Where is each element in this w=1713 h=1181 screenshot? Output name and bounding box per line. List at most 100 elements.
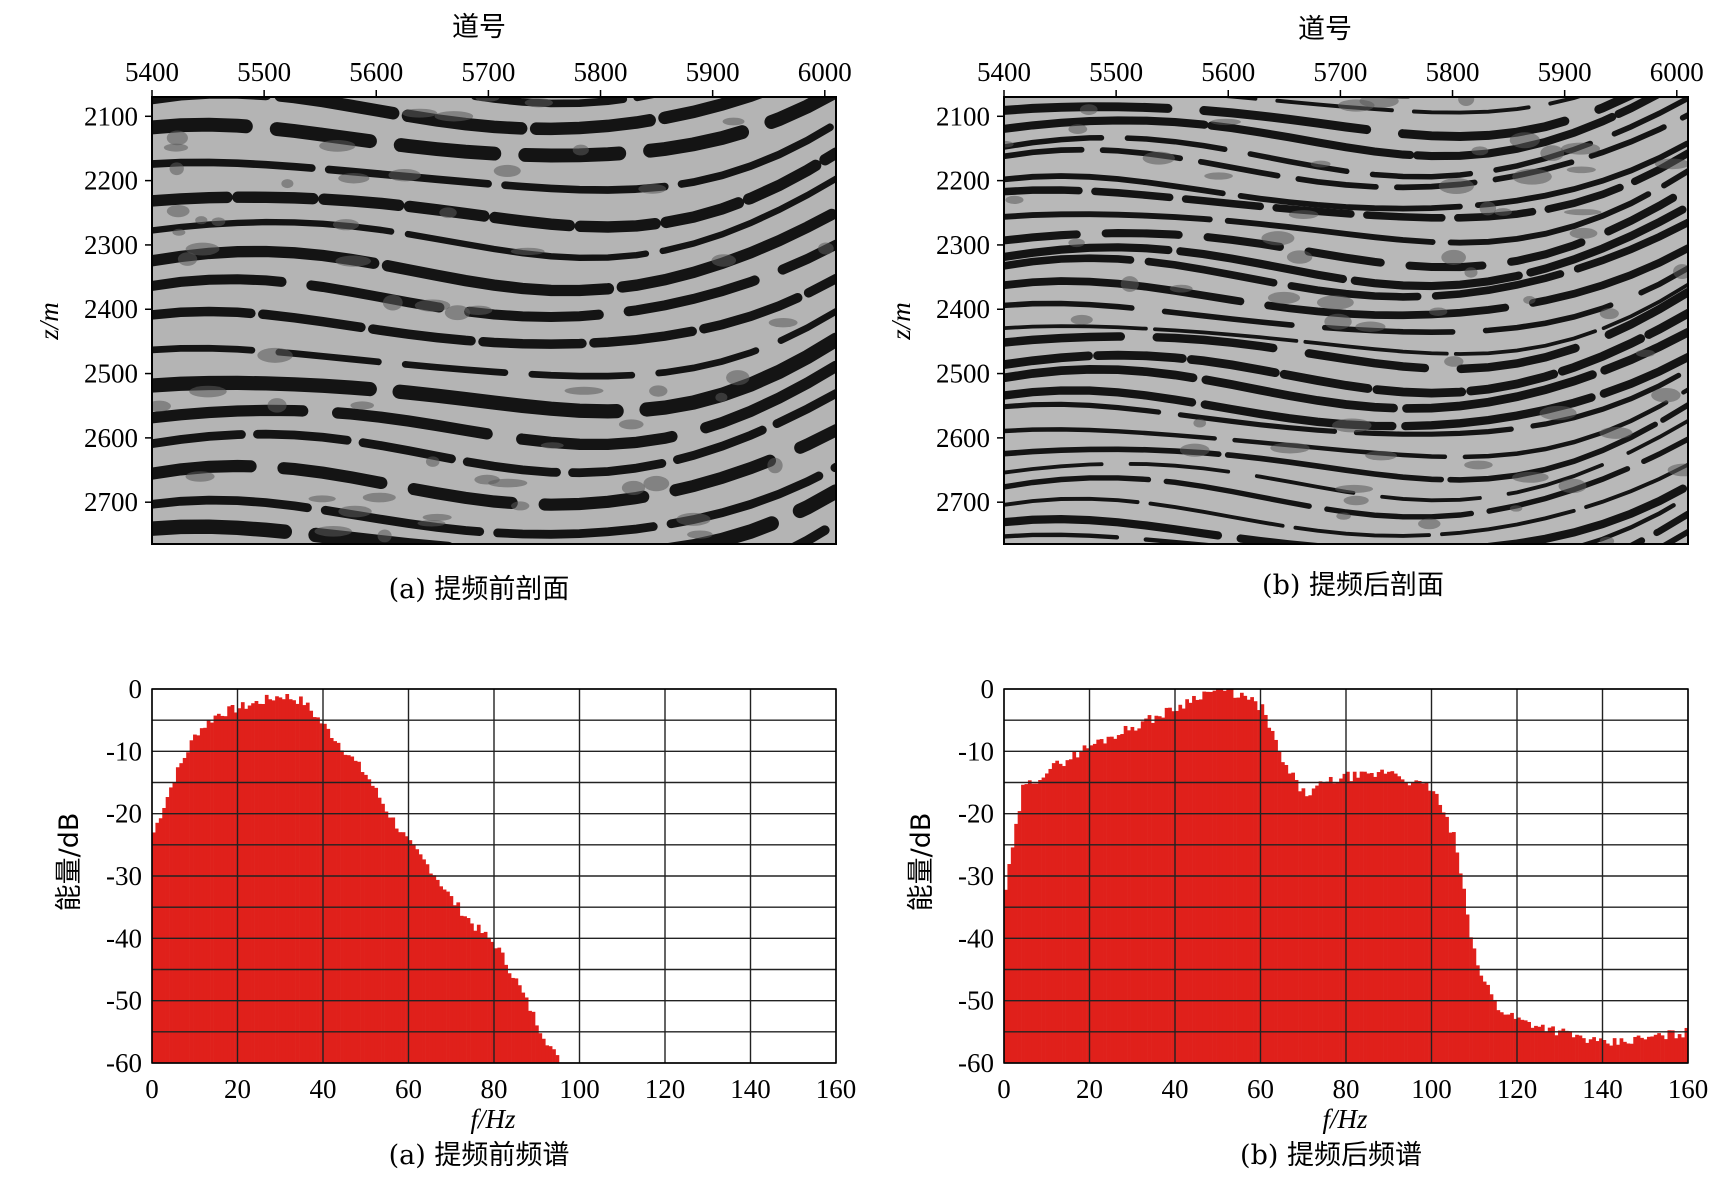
spectrum-b-bars — [1004, 689, 1689, 1063]
spectrum-bar — [223, 716, 228, 1063]
spectrum-bar — [309, 710, 314, 1063]
spectrum-bar — [1058, 763, 1063, 1063]
spectrum-bar — [329, 738, 334, 1063]
spectrum-a-ylabel: 能量/dB — [54, 813, 85, 912]
spectrum-bar — [1014, 823, 1018, 1063]
spectrum-bar — [1257, 710, 1261, 1063]
spectrum-bar — [1561, 1028, 1566, 1063]
spectrum-bar — [1629, 1043, 1634, 1063]
spectrum-bar — [1551, 1026, 1555, 1063]
spectrum-bar — [1328, 776, 1333, 1063]
spectrum-bar — [1311, 788, 1316, 1063]
spectrum-bar — [1233, 697, 1237, 1063]
spectrum-bar — [162, 807, 166, 1063]
spectrum-bar — [1677, 1034, 1682, 1063]
spectrum-bar — [1209, 691, 1213, 1063]
spectrum-bar — [1192, 695, 1196, 1063]
spectrum-bar — [463, 916, 467, 1063]
spectrum-bar — [1243, 695, 1248, 1063]
spectrum-bar — [1431, 791, 1436, 1063]
spectrum-bar — [422, 859, 426, 1063]
spectrum-bar — [1004, 889, 1008, 1063]
spectrum-bar — [1342, 773, 1347, 1063]
spectrum-bar — [1448, 832, 1453, 1063]
reflector-line — [1004, 149, 1688, 222]
amplitude-patch — [152, 400, 171, 412]
amplitude-patch — [1563, 209, 1602, 216]
spectrum-bar — [1301, 788, 1306, 1063]
spectrum-bar — [1065, 760, 1070, 1063]
amplitude-patch — [618, 419, 644, 430]
amplitude-patch — [510, 247, 545, 256]
spectrum-bar — [1325, 781, 1330, 1063]
y-tick-label: 2600 — [936, 423, 990, 453]
amplitude-patch — [185, 242, 220, 256]
amplitude-patch — [163, 143, 189, 152]
amplitude-patch — [1288, 210, 1319, 220]
amplitude-patch — [1335, 484, 1374, 493]
spectrum-bar — [1595, 1041, 1600, 1063]
spectrum-bar — [1315, 785, 1319, 1063]
spectrum-bar — [504, 964, 508, 1063]
x-tick-label: 100 — [559, 1074, 600, 1104]
spectrum-bar — [1636, 1035, 1641, 1063]
spectrum-bar — [1428, 790, 1432, 1063]
x-tick-label: 5900 — [1538, 57, 1592, 87]
amplitude-patch — [1471, 146, 1489, 156]
amplitude-patch — [332, 219, 360, 231]
section-b-caption: (b) 提频后剖面 — [1262, 570, 1444, 601]
reflector-line — [1004, 0, 1688, 6]
amplitude-patch — [1441, 249, 1466, 266]
amplitude-patch — [444, 305, 471, 321]
spectrum-bar — [401, 832, 406, 1063]
spectrum-bar — [1664, 1039, 1668, 1063]
reflector-line — [152, 175, 836, 261]
x-tick-label: 80 — [481, 1074, 508, 1104]
spectrum-bar — [1602, 1040, 1607, 1063]
y-tick-label: -30 — [958, 861, 994, 891]
amplitude-patch — [1599, 308, 1619, 320]
x-tick-label: 60 — [1247, 1074, 1274, 1104]
spectrum-bar — [1465, 914, 1470, 1063]
spectrum-bar — [1359, 771, 1364, 1063]
spectrum-a-frame — [151, 688, 837, 1064]
x-tick-label: 160 — [1668, 1074, 1709, 1104]
spectrum-bar — [172, 782, 177, 1063]
spectrum-bar — [1164, 707, 1169, 1063]
amplitude-patch — [638, 183, 667, 194]
x-tick-label: 5800 — [1426, 57, 1480, 87]
spectrum-bar — [1554, 1035, 1559, 1063]
amplitude-patch — [1270, 442, 1310, 454]
amplitude-patch — [1210, 118, 1241, 126]
spectrum-bar — [1383, 773, 1388, 1063]
amplitude-patch — [1651, 387, 1681, 403]
amplitude-patch — [1365, 450, 1397, 461]
spectrum-bar — [206, 720, 211, 1063]
spectrum-bar — [1472, 948, 1477, 1063]
spectrum-bar — [1455, 852, 1460, 1063]
section-a-xlabel: 道号 — [452, 12, 506, 43]
reflector-line — [1004, 367, 1688, 437]
spectrum-bar — [1322, 782, 1326, 1063]
spectrum-bar — [1287, 773, 1292, 1063]
spectrum-bar — [1653, 1034, 1658, 1063]
spectrum-bar — [555, 1055, 560, 1063]
x-tick-label: 5600 — [1201, 57, 1255, 87]
spectrum-bar — [1599, 1038, 1603, 1063]
spectrum-bar — [1027, 780, 1032, 1063]
amplitude-patch — [362, 492, 396, 503]
x-tick-label: 5700 — [1313, 57, 1367, 87]
spectrum-bar — [442, 889, 447, 1063]
amplitude-patch — [1324, 313, 1352, 330]
spectrum-bar — [1205, 691, 1210, 1063]
y-tick-label: 2600 — [84, 423, 138, 453]
section-a-top-ticks: 5400 5500 5600 5700 5800 5900 6000 — [125, 57, 852, 97]
spectrum-bar — [1157, 716, 1162, 1063]
spectrum-bar — [1534, 1025, 1538, 1063]
amplitude-patch — [1079, 104, 1098, 115]
spectrum-bar — [247, 705, 252, 1063]
spectrum-chart-b: 0 -10 -20 -30 -40 -50 -60 0 20 40 60 80 100 120 140 16… — [906, 674, 1708, 1171]
spectrum-bar — [507, 973, 512, 1063]
amplitude-patch — [1569, 227, 1598, 239]
spectrum-bar — [323, 723, 327, 1063]
